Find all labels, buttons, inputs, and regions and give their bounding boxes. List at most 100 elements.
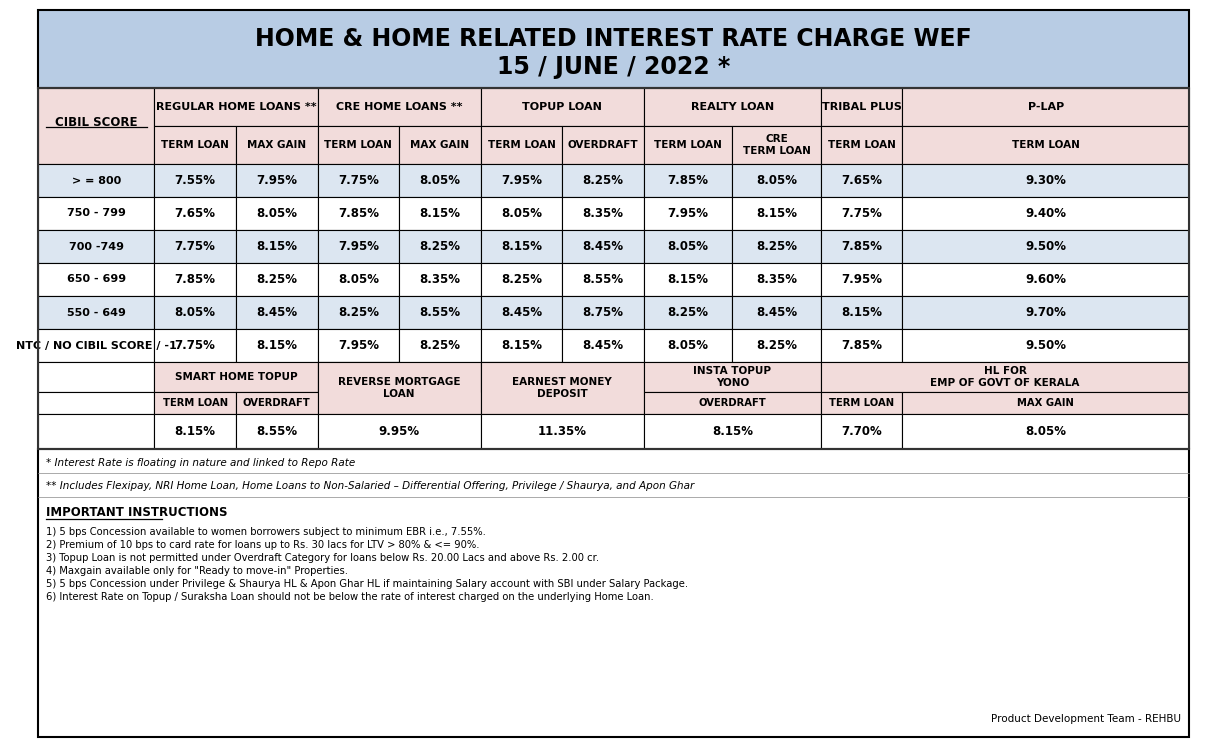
Text: 8.45%: 8.45% <box>756 306 797 319</box>
Text: 7.65%: 7.65% <box>841 174 882 187</box>
Text: 4) Maxgain available only for "Ready to move-in" Properties.: 4) Maxgain available only for "Ready to … <box>46 566 349 576</box>
Text: 7.85%: 7.85% <box>175 273 216 286</box>
Bar <box>733 230 821 263</box>
Bar <box>821 329 903 362</box>
Bar <box>154 392 235 414</box>
Bar <box>643 414 821 449</box>
Text: 8.05%: 8.05% <box>256 207 297 220</box>
Bar <box>643 197 733 230</box>
Bar <box>400 296 480 329</box>
Bar <box>235 197 317 230</box>
Text: 8.05%: 8.05% <box>175 306 216 319</box>
Bar <box>480 329 562 362</box>
Bar <box>154 296 235 329</box>
Bar <box>235 392 317 414</box>
Text: HOME & HOME RELATED INTEREST RATE CHARGE WEF: HOME & HOME RELATED INTEREST RATE CHARGE… <box>256 27 972 51</box>
Text: TOPUP LOAN: TOPUP LOAN <box>523 102 602 112</box>
Bar <box>643 263 733 296</box>
Bar <box>154 414 235 449</box>
Bar <box>317 164 400 197</box>
Text: SMART HOME TOPUP: SMART HOME TOPUP <box>175 372 297 382</box>
Bar <box>480 414 643 449</box>
Bar <box>643 126 733 164</box>
Bar <box>154 88 317 126</box>
Bar <box>903 296 1189 329</box>
Bar <box>733 296 821 329</box>
Bar <box>154 126 235 164</box>
Text: 8.05%: 8.05% <box>756 174 797 187</box>
Text: 8.15%: 8.15% <box>175 425 216 438</box>
Text: 650 - 699: 650 - 699 <box>66 274 126 285</box>
Text: 7.85%: 7.85% <box>338 207 379 220</box>
Text: 5) 5 bps Concession under Privilege & Shaurya HL & Apon Ghar HL if maintaining S: 5) 5 bps Concession under Privilege & Sh… <box>46 579 688 589</box>
Bar <box>154 230 235 263</box>
Text: 7.75%: 7.75% <box>841 207 882 220</box>
Bar <box>821 296 903 329</box>
Bar <box>154 362 317 392</box>
Text: * Interest Rate is floating in nature and linked to Repo Rate: * Interest Rate is floating in nature an… <box>46 458 356 468</box>
Bar <box>400 230 480 263</box>
Bar <box>480 88 643 126</box>
Text: CIBIL SCORE: CIBIL SCORE <box>56 116 138 128</box>
Text: 8.75%: 8.75% <box>583 306 624 319</box>
Text: 8.05%: 8.05% <box>667 240 709 253</box>
Text: TERM LOAN: TERM LOAN <box>1011 140 1080 150</box>
Text: EARNEST MONEY
DEPOSIT: EARNEST MONEY DEPOSIT <box>513 377 612 399</box>
Bar <box>154 263 235 296</box>
Bar <box>821 414 903 449</box>
Text: 8.15%: 8.15% <box>841 306 882 319</box>
Text: 8.55%: 8.55% <box>256 425 297 438</box>
Bar <box>643 88 821 126</box>
Text: REGULAR HOME LOANS **: REGULAR HOME LOANS ** <box>156 102 316 112</box>
Text: 8.25%: 8.25% <box>583 174 624 187</box>
Bar <box>562 296 643 329</box>
Text: 7.95%: 7.95% <box>841 273 882 286</box>
Text: MAX GAIN: MAX GAIN <box>247 140 307 150</box>
Bar <box>821 362 1189 392</box>
Bar <box>480 126 562 164</box>
Text: 15 / JUNE / 2022 *: 15 / JUNE / 2022 * <box>497 55 730 79</box>
Bar <box>643 164 733 197</box>
Bar <box>903 197 1189 230</box>
Text: 8.25%: 8.25% <box>756 240 797 253</box>
Text: 700 -749: 700 -749 <box>69 241 124 252</box>
Bar <box>39 392 154 414</box>
Text: 9.40%: 9.40% <box>1025 207 1066 220</box>
Bar <box>39 449 1189 737</box>
Text: 8.25%: 8.25% <box>756 339 797 352</box>
Bar <box>903 263 1189 296</box>
Text: 8.45%: 8.45% <box>583 240 624 253</box>
Bar <box>733 197 821 230</box>
Text: TERM LOAN: TERM LOAN <box>488 140 555 150</box>
Bar <box>562 230 643 263</box>
Bar <box>903 329 1189 362</box>
Text: 8.05%: 8.05% <box>419 174 460 187</box>
Bar <box>480 296 562 329</box>
Text: 8.15%: 8.15% <box>501 339 542 352</box>
Text: 750 - 799: 750 - 799 <box>66 208 126 219</box>
Bar <box>317 414 480 449</box>
Bar <box>643 296 733 329</box>
Text: CRE
TERM LOAN: CRE TERM LOAN <box>742 134 810 156</box>
Text: 9.30%: 9.30% <box>1026 174 1066 187</box>
Bar <box>317 230 400 263</box>
Bar <box>235 263 317 296</box>
Text: 550 - 649: 550 - 649 <box>66 308 126 317</box>
Text: 8.05%: 8.05% <box>501 207 542 220</box>
Text: ** Includes Flexipay, NRI Home Loan, Home Loans to Non-Salaried – Differential O: ** Includes Flexipay, NRI Home Loan, Hom… <box>46 481 694 491</box>
Bar <box>821 197 903 230</box>
Text: 9.50%: 9.50% <box>1025 240 1066 253</box>
Text: 7.95%: 7.95% <box>338 339 379 352</box>
Bar <box>480 362 562 392</box>
Bar <box>317 296 400 329</box>
Bar <box>821 230 903 263</box>
Bar <box>480 362 643 414</box>
Bar <box>39 414 154 449</box>
Bar <box>643 362 821 392</box>
Text: TERM LOAN: TERM LOAN <box>162 140 229 150</box>
Text: REVERSE MORTGAGE
LOAN: REVERSE MORTGAGE LOAN <box>338 377 460 399</box>
Text: TERM LOAN: TERM LOAN <box>163 398 228 408</box>
Text: OVERDRAFT: OVERDRAFT <box>699 398 766 408</box>
Text: 7.95%: 7.95% <box>256 174 297 187</box>
Text: 3) Topup Loan is not permitted under Overdraft Category for loans below Rs. 20.0: 3) Topup Loan is not permitted under Ove… <box>46 553 600 563</box>
